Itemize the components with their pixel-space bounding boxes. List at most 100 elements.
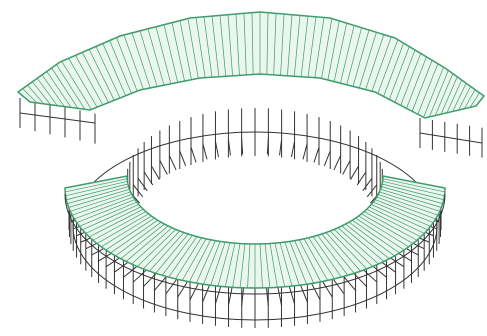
plank — [325, 232, 361, 272]
plank — [429, 70, 449, 118]
plank — [374, 199, 434, 223]
plank — [352, 219, 400, 254]
ground-beam — [72, 131, 438, 321]
plank — [458, 86, 471, 111]
plank — [211, 16, 220, 77]
plank — [32, 81, 51, 105]
plank — [181, 238, 207, 281]
plank — [358, 32, 377, 89]
plank — [46, 71, 72, 108]
plank — [81, 52, 109, 103]
plank — [293, 15, 301, 77]
plank — [219, 15, 227, 77]
beam — [266, 138, 269, 155]
plank — [116, 37, 138, 92]
deck-surface — [16, 11, 486, 119]
plank — [56, 64, 86, 110]
plank — [68, 188, 130, 208]
plank — [232, 243, 241, 288]
plank — [371, 204, 428, 231]
plank — [346, 27, 362, 85]
plank — [75, 55, 104, 106]
beam — [202, 143, 208, 160]
plank — [51, 67, 79, 109]
plank — [123, 34, 144, 90]
plank — [65, 178, 128, 193]
plank — [376, 196, 436, 220]
plank — [110, 219, 158, 254]
plank — [317, 235, 349, 276]
plank — [383, 43, 404, 97]
plank — [321, 18, 333, 79]
beam — [151, 165, 160, 180]
beam — [366, 184, 378, 198]
plank — [120, 223, 165, 259]
plank — [85, 206, 142, 234]
plank — [187, 18, 199, 79]
plank — [203, 16, 213, 78]
plank — [382, 180, 445, 197]
plank — [341, 225, 385, 262]
plank — [96, 213, 149, 244]
plank — [139, 30, 158, 87]
plank — [377, 39, 399, 94]
plank — [247, 243, 251, 288]
plank — [224, 243, 236, 287]
plank — [289, 241, 307, 285]
plank — [79, 201, 137, 227]
plank — [382, 183, 444, 201]
plank — [89, 208, 144, 238]
plank — [239, 243, 246, 288]
plank — [227, 14, 233, 76]
plank — [382, 175, 446, 189]
plank — [284, 242, 300, 286]
plank — [131, 32, 151, 89]
plank — [266, 12, 269, 75]
plank — [308, 237, 335, 280]
plank — [161, 235, 193, 276]
beam — [168, 155, 177, 171]
plank — [321, 233, 355, 274]
plank — [61, 61, 92, 110]
plank — [36, 78, 58, 106]
beam — [137, 178, 148, 192]
ring-deck — [64, 175, 446, 295]
plank — [273, 13, 277, 75]
plank — [101, 215, 152, 248]
plank — [92, 211, 147, 241]
beam — [342, 160, 351, 175]
plank — [303, 238, 329, 281]
plank — [259, 243, 263, 288]
plank — [82, 204, 139, 231]
plank — [179, 20, 192, 80]
plank — [352, 29, 370, 87]
plank — [361, 213, 414, 244]
plank — [67, 186, 129, 204]
plank — [446, 79, 463, 114]
plank — [235, 14, 240, 76]
plank — [264, 243, 271, 288]
beam — [419, 132, 483, 144]
plank — [102, 43, 127, 96]
plank — [72, 194, 132, 216]
plank — [274, 243, 286, 287]
plank — [27, 84, 44, 105]
plank — [300, 16, 309, 77]
plank — [469, 92, 480, 108]
plank — [217, 242, 231, 287]
beam — [179, 150, 187, 167]
plank — [188, 239, 212, 282]
plank — [88, 49, 115, 101]
plank — [379, 191, 440, 212]
plank — [66, 183, 128, 201]
beam — [356, 171, 367, 186]
plank — [143, 230, 181, 270]
plank — [312, 236, 342, 278]
plank — [137, 229, 176, 267]
plank — [340, 25, 355, 84]
beam — [241, 138, 244, 155]
plank — [388, 46, 410, 100]
plank — [345, 223, 390, 259]
